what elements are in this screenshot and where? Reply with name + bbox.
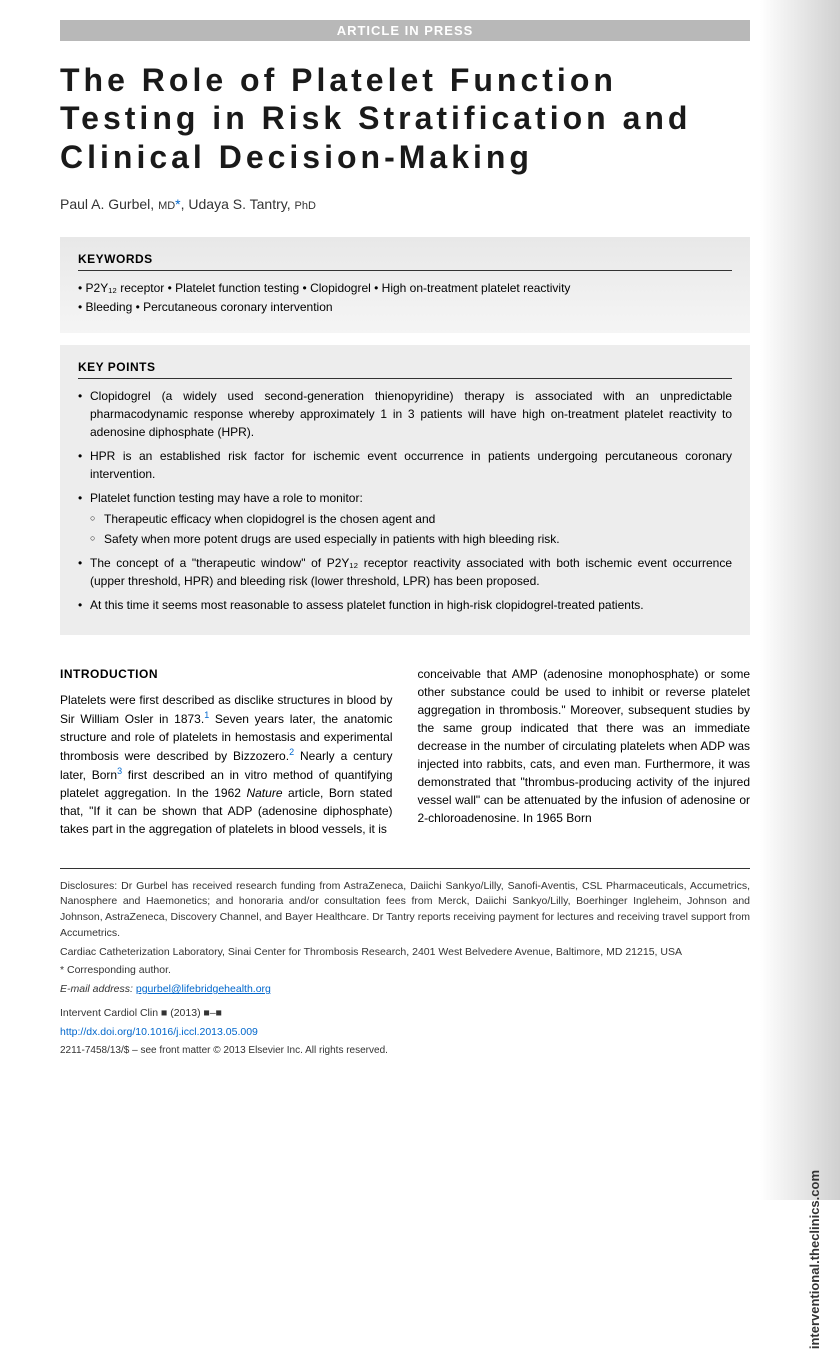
intro-journal-italic: Nature — [246, 786, 282, 800]
keypoint-3-sublist: Therapeutic efficacy when clopidogrel is… — [90, 510, 732, 548]
doi-link[interactable]: http://dx.doi.org/10.1016/j.iccl.2013.05… — [60, 1026, 258, 1038]
keypoint-3b: Safety when more potent drugs are used e… — [90, 530, 732, 548]
doi-line: http://dx.doi.org/10.1016/j.iccl.2013.05… — [60, 1025, 750, 1041]
page-content: ARTICLE IN PRESS The Role of Platelet Fu… — [0, 0, 840, 1081]
email-link[interactable]: pgurbel@lifebridgehealth.org — [136, 983, 271, 995]
author-1-degree: MD — [158, 200, 175, 212]
article-title: The Role of Platelet Function Testing in… — [60, 61, 750, 176]
keypoint-2: HPR is an established risk factor for is… — [78, 447, 732, 483]
footer-block: Disclosures: Dr Gurbel has received rese… — [60, 868, 750, 1059]
email-label: E-mail address: — [60, 983, 133, 995]
keypoints-list: Clopidogrel (a widely used second-genera… — [78, 387, 732, 614]
author-1-name: Paul A. Gurbel, — [60, 196, 154, 212]
author-2-name: , Udaya S. Tantry, — [181, 196, 291, 212]
keypoints-heading: KEY POINTS — [78, 360, 732, 379]
introduction-heading: INTRODUCTION — [60, 665, 393, 683]
keypoints-box: KEY POINTS Clopidogrel (a widely used se… — [60, 345, 750, 635]
keypoint-5: At this time it seems most reasonable to… — [78, 596, 732, 614]
article-in-press-banner: ARTICLE IN PRESS — [60, 20, 750, 41]
keywords-line-1: • P2Y₁₂ receptor • Platelet function tes… — [78, 279, 732, 298]
affiliation: Cardiac Catheterization Laboratory, Sina… — [60, 945, 750, 961]
journal-citation: Intervent Cardiol Clin ■ (2013) ■–■ — [60, 1006, 750, 1022]
email-line: E-mail address: pgurbel@lifebridgehealth… — [60, 982, 750, 998]
keywords-line-2: • Bleeding • Percutaneous coronary inter… — [78, 298, 732, 317]
intro-paragraph-left: Platelets were first described as discli… — [60, 691, 393, 838]
keypoint-1: Clopidogrel (a widely used second-genera… — [78, 387, 732, 441]
body-columns: INTRODUCTION Platelets were first descri… — [60, 665, 750, 838]
copyright-line: 2211-7458/13/$ – see front matter © 2013… — [60, 1043, 750, 1058]
author-2-degree: PhD — [295, 200, 316, 212]
intro-paragraph-right: conceivable that AMP (adenosine monophos… — [418, 665, 751, 827]
authors-line: Paul A. Gurbel, MD*, Udaya S. Tantry, Ph… — [60, 196, 750, 212]
keywords-box: KEYWORDS • P2Y₁₂ receptor • Platelet fun… — [60, 237, 750, 332]
keywords-heading: KEYWORDS — [78, 252, 732, 271]
column-left: INTRODUCTION Platelets were first descri… — [60, 665, 393, 838]
disclosures: Disclosures: Dr Gurbel has received rese… — [60, 879, 750, 942]
column-right: conceivable that AMP (adenosine monophos… — [418, 665, 751, 838]
keypoint-3: Platelet function testing may have a rol… — [78, 489, 732, 548]
keypoint-3a: Therapeutic efficacy when clopidogrel is… — [90, 510, 732, 528]
keypoint-4: The concept of a "therapeutic window" of… — [78, 554, 732, 590]
keywords-list: • P2Y₁₂ receptor • Platelet function tes… — [78, 279, 732, 317]
corresponding-author-label: * Corresponding author. — [60, 963, 750, 979]
keypoint-3-text: Platelet function testing may have a rol… — [90, 491, 363, 505]
journal-url-sidebar: interventional.theclinics.com — [807, 1170, 822, 1349]
